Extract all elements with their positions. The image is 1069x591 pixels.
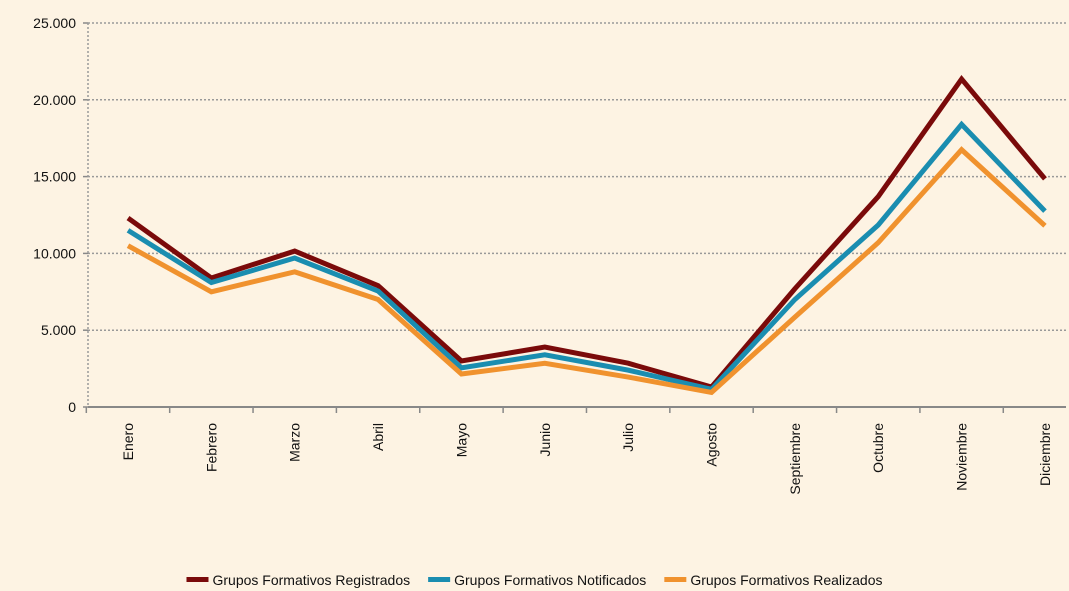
x-tick-label: Febrero [203,423,219,472]
x-tick-label: Agosto [704,423,720,467]
legend-label: Grupos Formativos Realizados [690,572,882,588]
y-tick-label: 25.000 [33,15,76,31]
x-tick-label: Abril [370,423,386,451]
x-tick-label: Marzo [287,423,303,462]
legend: Grupos Formativos Registrados Grupos Form… [186,572,883,588]
legend-swatch [428,577,451,582]
y-tick-label: 5.000 [41,322,76,338]
legend-label: Grupos Formativos Notificados [454,572,646,588]
x-tick-label: Julio [620,423,636,452]
x-tick-label: Enero [120,423,136,461]
series-line [126,146,1047,396]
y-tick-label: 0 [68,399,76,415]
x-tick-label: Octubre [870,423,886,473]
legend-label: Grupos Formativos Registrados [212,572,410,588]
legend-swatch [664,577,687,582]
x-tick-label: Noviembre [954,423,970,491]
x-tick-label: Septiembre [787,423,803,495]
series-line [126,120,1047,393]
y-tick-label: 20.000 [33,92,76,108]
series-line [126,74,1047,390]
legend-swatch [186,577,209,582]
y-tick-label: 10.000 [33,245,76,261]
x-tick-label: Mayo [453,423,469,457]
x-tick-label: Junio [537,423,553,457]
y-tick-label: 15.000 [33,169,76,185]
x-tick-label: Diciembre [1037,423,1053,486]
